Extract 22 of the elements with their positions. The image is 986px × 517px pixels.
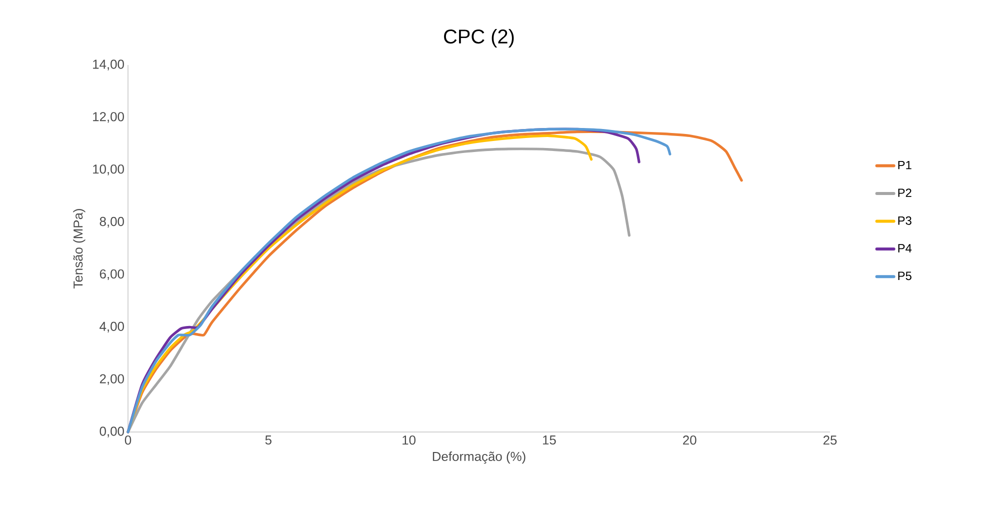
y-tick-label: 0,00: [100, 426, 124, 438]
x-axis-title: Deformação (%): [432, 452, 526, 464]
legend-label: P1: [898, 160, 912, 170]
x-tick-label: 25: [823, 436, 837, 445]
y-tick-label: 14,00: [93, 60, 124, 70]
legend-label: P5: [898, 272, 912, 280]
y-tick-label: 12,00: [93, 112, 124, 123]
legend-label: P2: [898, 188, 912, 197]
y-tick-label: 2,00: [100, 374, 124, 385]
y-tick-label: 8,00: [100, 216, 124, 228]
chart-title: CPC (2): [444, 28, 514, 48]
y-tick-label: 4,00: [100, 322, 124, 332]
y-tick-label: 6,00: [100, 269, 124, 280]
x-tick-label: 5: [265, 436, 272, 445]
legend-label: P4: [898, 244, 912, 252]
x-tick-label: 15: [542, 436, 556, 445]
x-tick-label: 0: [124, 436, 132, 445]
x-tick-label: 10: [402, 436, 416, 445]
y-tick-label: 10,00: [93, 164, 124, 176]
y-axis-title: Tensão (MPa): [73, 209, 86, 289]
x-tick-label: 20: [683, 436, 696, 445]
legend-label: P3: [898, 216, 912, 225]
